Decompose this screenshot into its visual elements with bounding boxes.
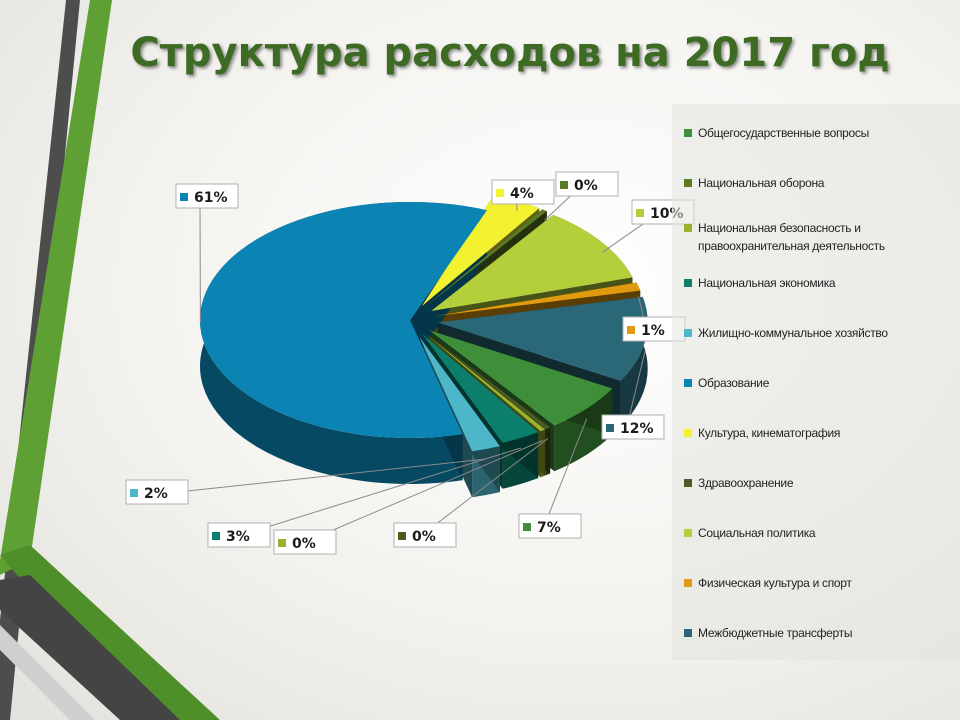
- legend-label: Физическая культура и спорт: [698, 576, 852, 590]
- pie-slice: [199, 201, 487, 438]
- pie-slice: [429, 330, 613, 426]
- data-label-text: 1%: [641, 323, 665, 339]
- legend-swatch: [684, 529, 692, 537]
- legend-swatch: [684, 629, 692, 637]
- legend-item: Социальная политика: [684, 524, 956, 542]
- data-label-swatch: [606, 424, 614, 432]
- legend-item: Национальная оборона: [684, 174, 956, 192]
- legend-item: Образование: [684, 374, 956, 392]
- pie-slice: [431, 214, 633, 311]
- leader-line: [417, 438, 549, 539]
- pie-slice: [419, 337, 500, 452]
- pie-slice-side: [620, 296, 648, 427]
- leader-line: [542, 418, 588, 530]
- data-label-swatch: [212, 532, 220, 540]
- data-label-swatch: [627, 326, 635, 334]
- data-label-swatch: [130, 489, 138, 497]
- legend-item: Национальная экономика: [684, 274, 956, 292]
- legend-item: Межбюджетные трансферты: [684, 624, 956, 642]
- pie-slice: [421, 195, 540, 307]
- legend-item: Общегосударственные вопросы: [684, 124, 956, 142]
- legend-label: Жилищно-коммунальное хозяйство: [698, 326, 888, 340]
- data-label-text: 2%: [144, 486, 168, 502]
- chart-legend: Общегосударственные вопросы Национальная …: [672, 104, 960, 660]
- page-title: Структура расходов на 2017 год: [130, 30, 890, 76]
- decor-green-stripe: [0, 0, 112, 575]
- data-label-text: 7%: [537, 520, 561, 536]
- legend-swatch: [684, 479, 692, 487]
- legend-swatch: [684, 379, 692, 387]
- legend-item: Жилищно-коммунальное хозяйство: [684, 324, 956, 342]
- data-label-swatch: [180, 193, 188, 201]
- data-label-text: 4%: [510, 186, 534, 202]
- legend-swatch: [684, 129, 692, 137]
- data-label: 61%: [175, 183, 239, 209]
- decor-dark-bottom: [0, 575, 180, 720]
- legend-item: Культура, кинематография: [684, 424, 956, 442]
- legend-label: Национальная оборона: [698, 176, 825, 190]
- data-label: 0%: [273, 529, 337, 555]
- data-label: 7%: [518, 513, 582, 539]
- legend-label: Общегосударственные вопросы: [698, 126, 869, 140]
- legend-item: Физическая культура и спорт: [684, 574, 956, 592]
- data-label-text: 3%: [226, 529, 250, 545]
- pie-slice: [424, 209, 547, 308]
- legend-label: Социальная политика: [698, 526, 816, 540]
- legend-swatch: [684, 179, 692, 187]
- pie-slice: [422, 333, 539, 443]
- pie-slice: [435, 282, 641, 317]
- data-label-swatch: [278, 539, 286, 547]
- legend-label: Образование: [698, 376, 770, 390]
- leader-line: [149, 458, 487, 496]
- pie-slice: [437, 296, 648, 381]
- legend-swatch: [684, 224, 692, 232]
- leader-line: [231, 447, 521, 539]
- pie-slice: [425, 332, 551, 430]
- data-label-swatch: [636, 209, 644, 217]
- decor-light-bottom: [0, 625, 95, 720]
- decor-green-bottom: [0, 545, 220, 720]
- data-label: 0%: [555, 171, 619, 197]
- legend-label: Национальная безопасность и правоохранит…: [698, 221, 885, 253]
- leader-line: [297, 439, 544, 546]
- data-label-swatch: [523, 523, 531, 531]
- data-label: 12%: [601, 414, 665, 440]
- pie-slice: [424, 332, 546, 432]
- data-label: 3%: [207, 522, 271, 548]
- data-label-swatch: [496, 189, 504, 197]
- legend-swatch: [684, 329, 692, 337]
- legend-swatch: [684, 429, 692, 437]
- legend-label: Культура, кинематография: [698, 426, 841, 440]
- data-label-text: 0%: [292, 536, 316, 552]
- data-label-swatch: [560, 181, 568, 189]
- data-label-swatch: [398, 532, 406, 540]
- legend-label: Здравоохранение: [698, 476, 794, 490]
- legend-label: Межбюджетные трансферты: [698, 626, 853, 640]
- data-label-text: 12%: [620, 421, 654, 437]
- data-label: 4%: [491, 179, 555, 205]
- data-label: 0%: [393, 522, 457, 548]
- legend-item: Здравоохранение: [684, 474, 956, 492]
- data-label-text: 61%: [194, 190, 228, 206]
- legend-label: Национальная экономика: [698, 276, 836, 290]
- legend-swatch: [684, 579, 692, 587]
- data-label: 2%: [125, 479, 189, 505]
- legend-swatch: [684, 279, 692, 287]
- data-label-text: 0%: [574, 178, 598, 194]
- legend-item: Национальная безопасность и правоохранит…: [684, 219, 956, 255]
- data-label-text: 0%: [412, 529, 436, 545]
